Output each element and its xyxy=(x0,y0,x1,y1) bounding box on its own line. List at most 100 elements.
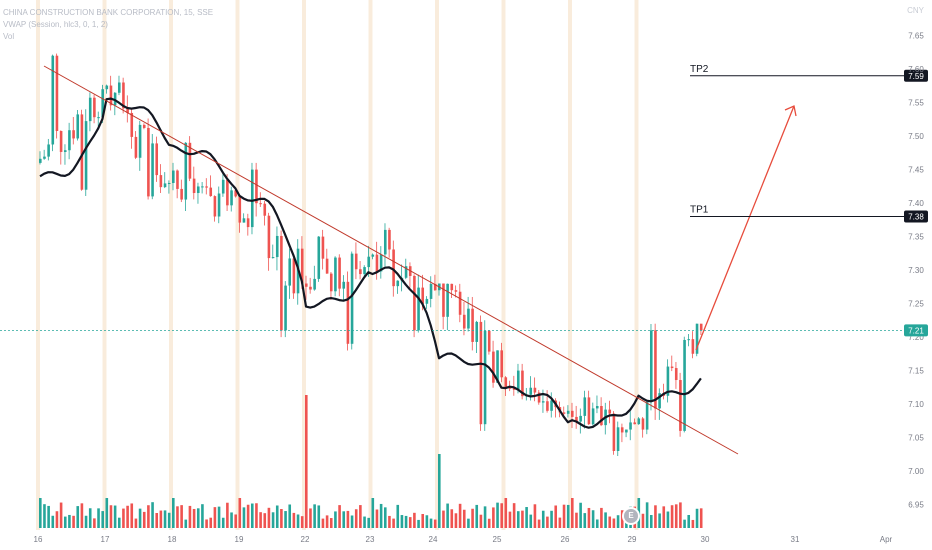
volume-bar xyxy=(492,507,495,528)
volume-bar xyxy=(109,505,113,528)
earnings-marker-icon[interactable]: E xyxy=(624,509,638,523)
candle-body xyxy=(334,257,337,292)
volume-bar xyxy=(88,508,92,528)
candle-body xyxy=(151,143,154,197)
volume-bar xyxy=(93,518,96,528)
volume-bar xyxy=(350,515,354,528)
volume-bar xyxy=(429,518,433,528)
time-tick-label: 30 xyxy=(701,535,710,544)
volume-bar xyxy=(338,505,341,528)
volume-bar xyxy=(562,504,566,528)
session-band xyxy=(102,0,107,530)
volume-bar xyxy=(371,498,375,528)
candle-body xyxy=(292,258,296,294)
candle-body xyxy=(329,273,333,292)
session-separators xyxy=(36,0,639,530)
candle-body xyxy=(354,253,358,270)
volume-bar xyxy=(438,454,441,528)
candle-body xyxy=(246,218,250,228)
volume-bar xyxy=(674,504,678,528)
volume-bar xyxy=(425,515,429,528)
candle-body xyxy=(541,401,545,403)
volume-bar xyxy=(616,515,620,528)
volume-bar xyxy=(242,507,246,528)
candle-body xyxy=(666,366,670,396)
volume-bar xyxy=(496,502,499,528)
candle-body xyxy=(342,281,346,289)
volume-bar xyxy=(80,503,84,528)
candle-body xyxy=(612,413,616,451)
volume-bar xyxy=(417,519,420,528)
volume-bar xyxy=(367,517,370,528)
session-band xyxy=(568,0,572,530)
candle-body xyxy=(679,380,682,431)
projection-arrow[interactable] xyxy=(695,105,797,351)
volume-bar xyxy=(59,502,63,528)
volume-bar xyxy=(329,518,333,528)
candle-body xyxy=(196,186,200,194)
time-axis[interactable]: 16 17 18 19 22 23 24 25 26 29 30 31 Apr xyxy=(34,535,893,544)
target-levels[interactable]: TP2 7.59 TP1 7.38 xyxy=(690,64,928,223)
volume-bar xyxy=(612,518,616,528)
candle-body xyxy=(521,370,524,397)
candle-body xyxy=(550,400,553,411)
candle-body xyxy=(442,283,445,317)
price-tick-label: 7.05 xyxy=(908,434,924,443)
time-tick-label: 23 xyxy=(366,535,375,544)
volume-bar xyxy=(446,503,449,528)
volume-bar xyxy=(230,512,233,528)
candle-body xyxy=(467,308,470,329)
candle-body xyxy=(608,409,612,414)
volume-bar xyxy=(458,503,462,528)
volume-bar xyxy=(521,510,524,528)
candle-body xyxy=(192,178,196,194)
session-band xyxy=(36,0,40,530)
volume-bar xyxy=(695,508,699,528)
price-axis[interactable]: 7.65 7.60 7.55 7.50 7.45 7.40 7.35 7.30 7.25 7.20… xyxy=(904,32,928,510)
candle-body xyxy=(84,121,88,190)
volume-bar xyxy=(645,502,649,528)
volume-bar xyxy=(305,395,308,528)
candle-body xyxy=(462,314,466,329)
volume-bar xyxy=(288,504,292,528)
candle-body xyxy=(529,387,533,395)
time-tick-label: 22 xyxy=(301,535,310,544)
candle-body xyxy=(404,266,408,278)
candle-body xyxy=(80,114,84,190)
volume-bar xyxy=(487,518,491,528)
price-tick-label: 7.55 xyxy=(908,99,924,108)
candle-body xyxy=(155,143,159,176)
volume-bar xyxy=(84,515,88,528)
candle-body xyxy=(126,108,129,113)
candle-body xyxy=(379,254,383,272)
candle-body xyxy=(383,229,387,255)
price-tick-label: 7.00 xyxy=(908,467,924,476)
target-price-badge xyxy=(904,69,928,82)
volume-bars xyxy=(39,395,703,528)
volume-bar xyxy=(117,517,121,528)
volume-bar xyxy=(68,514,71,528)
session-band xyxy=(235,0,240,530)
price-tick-label: 7.40 xyxy=(908,199,924,208)
candle-body xyxy=(101,89,104,118)
candle-body xyxy=(180,188,183,200)
volume-bar xyxy=(379,503,383,528)
volume-bar xyxy=(76,506,80,528)
volume-bar xyxy=(583,513,587,528)
volume-bar xyxy=(579,502,582,528)
volume-bar xyxy=(172,498,175,528)
volume-bar xyxy=(271,512,275,528)
time-tick-label: Apr xyxy=(880,535,893,544)
volume-bar xyxy=(201,504,204,528)
candle-body xyxy=(508,387,512,389)
candle-body xyxy=(97,117,100,119)
volume-bar xyxy=(47,505,50,528)
time-tick-label: 29 xyxy=(628,535,637,544)
vwap-line xyxy=(39,97,702,429)
volume-bar xyxy=(658,513,661,528)
candle-body xyxy=(595,406,599,409)
trendline[interactable] xyxy=(43,65,739,455)
time-tick-label: 26 xyxy=(561,535,570,544)
volume-bar xyxy=(359,505,362,528)
